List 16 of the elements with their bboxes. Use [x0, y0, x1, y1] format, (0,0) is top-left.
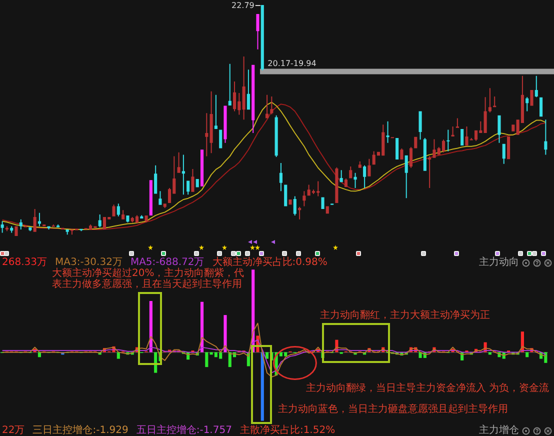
text: 五日主控增仓:-1.757: [136, 425, 232, 436]
annotation: 主力动向翻绿，当日主导主力资金净流入 为负，资金流: [306, 383, 550, 394]
annotation: 主力动向蓝色，当日主力砸盘意愿强且起到主导作用: [278, 404, 508, 415]
text: 主力增仓: [479, 425, 519, 436]
chart-title: 主力动向: [479, 257, 519, 268]
text: MA5:-688.72万: [130, 257, 204, 268]
text: 大额主动净买占比:0.98%: [212, 257, 328, 268]
annotation: 主力动向翻红，主力大额主动净买为正: [320, 310, 490, 321]
annotation: 22.79: [231, 1, 254, 10]
text: MA3:-30.32万: [55, 257, 122, 268]
annotation: 大额主动净买超过20%，主力动向翻紫，代表主力做多意愿强，且在当天起到主导作用: [52, 268, 246, 290]
text: 主散净买占比:1.52%: [240, 425, 336, 436]
text: 三日主控增仓:-1.929: [32, 425, 128, 436]
band-label: 20.17-19.94: [268, 58, 316, 68]
text: 22万: [2, 425, 25, 436]
text: 268.33万: [2, 257, 47, 268]
